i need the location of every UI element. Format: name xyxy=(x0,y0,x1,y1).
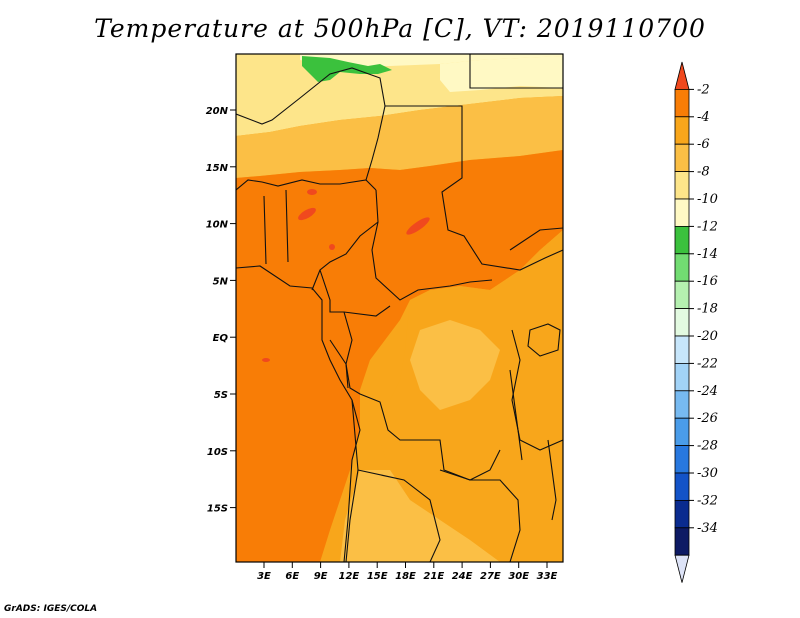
colorbar-label: -10 xyxy=(697,192,718,207)
colorbar-label: -8 xyxy=(697,165,710,180)
temperature-field xyxy=(236,54,563,562)
border-angola xyxy=(345,399,441,562)
border-north-east xyxy=(385,105,563,271)
colorbar-label: -22 xyxy=(697,356,718,371)
colorbar-swatch xyxy=(674,527,690,556)
colorbar-label: -16 xyxy=(697,274,718,289)
lon-tick-label: 15E xyxy=(367,571,388,582)
field-band-minus-8-east xyxy=(410,320,500,410)
lat-tick-label: EQ xyxy=(213,333,229,344)
colorbar-swatch xyxy=(674,225,690,255)
coast-west-africa xyxy=(236,265,361,562)
latitude-axis: 20N 15N 10N 5N EQ 5S 10S 15S xyxy=(206,106,236,515)
lon-tick-label: 9E xyxy=(314,571,328,582)
field-band-minus-12 xyxy=(236,54,563,66)
colorbar-bottom-triangle xyxy=(674,554,690,583)
colorbar-swatch xyxy=(674,445,690,474)
colorbar-label: -28 xyxy=(697,439,718,454)
lon-tick-label: 24E xyxy=(452,571,473,582)
field-band-minus-4-west xyxy=(236,150,563,562)
colorbar-label: -26 xyxy=(697,411,718,426)
colorbar-swatch xyxy=(674,362,690,392)
border-north-west xyxy=(236,67,386,181)
border-mali-niger xyxy=(236,179,377,191)
colorbar-swatch xyxy=(674,143,690,172)
border-chad-car xyxy=(371,221,493,301)
lon-tick-label: 33E xyxy=(537,571,558,582)
map-frame xyxy=(235,53,564,563)
lake-victoria xyxy=(527,323,561,357)
lon-tick-label: 6E xyxy=(285,571,299,582)
colorbar-swatch xyxy=(674,280,690,310)
field-spot-minus-2-b xyxy=(307,189,317,195)
border-zambia xyxy=(439,469,521,562)
lon-tick-label: 18E xyxy=(395,571,416,582)
colorbar-swatch xyxy=(674,390,690,419)
border-libya-egypt xyxy=(469,54,563,89)
colorbar-label: -20 xyxy=(697,329,718,344)
lon-tick-label: 12E xyxy=(339,571,360,582)
colorbar-swatch xyxy=(674,198,690,227)
lat-tick-label: 5N xyxy=(213,276,229,287)
colorbar-swatch xyxy=(674,89,690,118)
field-band-minus-8 xyxy=(236,96,563,178)
lat-tick-label: 5S xyxy=(214,390,228,401)
field-spot-minus-2-e xyxy=(262,358,270,362)
colorbar-label: -18 xyxy=(697,302,718,317)
field-band-minus-8-south xyxy=(340,470,500,562)
colorbar-label: -30 xyxy=(697,466,718,481)
lon-tick-label: 3E xyxy=(257,571,271,582)
field-yellow-strip xyxy=(440,56,563,92)
colorbar-label: -14 xyxy=(697,247,718,262)
colorbar-label: -4 xyxy=(697,110,710,125)
colorbar-swatch xyxy=(674,417,690,447)
colorbar-label: -12 xyxy=(697,219,718,234)
field-spot-minus-2-a xyxy=(298,207,316,221)
field-spot-minus-2-c xyxy=(406,217,430,235)
colorbar-swatch xyxy=(674,116,690,145)
colorbar-swatch xyxy=(674,171,690,200)
lon-tick-label: 21E xyxy=(423,571,444,582)
lat-tick-label: 15N xyxy=(206,163,229,174)
lat-tick-label: 10S xyxy=(207,447,228,458)
lake-malawi xyxy=(547,439,557,521)
colorbar-swatch xyxy=(674,308,690,337)
colorbar-label: -32 xyxy=(697,493,718,508)
chart-title: Temperature at 500hPa [C], VT: 201911070… xyxy=(94,14,706,43)
lat-tick-label: 15S xyxy=(207,504,228,515)
colorbar-swatch xyxy=(674,335,690,364)
lon-tick-label: 27E xyxy=(480,571,501,582)
longitude-axis: 3E 6E 9E 12E 15E 18E 21E 24E 27E 30E 33E xyxy=(257,562,558,582)
colorbar: -2 -4 -6 -8 -10 -12 -14 -16 -18 -20 -22 -24 -26 -28 -3… xyxy=(674,61,718,583)
colorbar-label: -24 xyxy=(697,384,718,399)
lon-tick-label: 30E xyxy=(508,571,529,582)
colorbar-swatch xyxy=(674,499,690,529)
border-sudan-ethiopia xyxy=(509,227,563,251)
colorbar-swatch xyxy=(674,472,690,501)
lake-tanganyika xyxy=(509,369,523,461)
colorbar-label: -6 xyxy=(697,137,710,152)
lat-tick-label: 20N xyxy=(206,106,229,117)
credit-text: GrADS: IGES/COLA xyxy=(4,604,98,614)
border-gabon xyxy=(329,339,349,389)
colorbar-swatch xyxy=(674,253,690,282)
field-spot-minus-2-d xyxy=(329,244,335,250)
country-borders xyxy=(236,54,563,562)
border-east-africa xyxy=(511,329,563,451)
lat-tick-label: 10N xyxy=(206,220,229,231)
border-cameroon xyxy=(319,269,391,317)
colorbar-top-triangle xyxy=(674,61,690,90)
colorbar-label: -2 xyxy=(697,82,710,97)
colorbar-label: -34 xyxy=(697,521,718,536)
